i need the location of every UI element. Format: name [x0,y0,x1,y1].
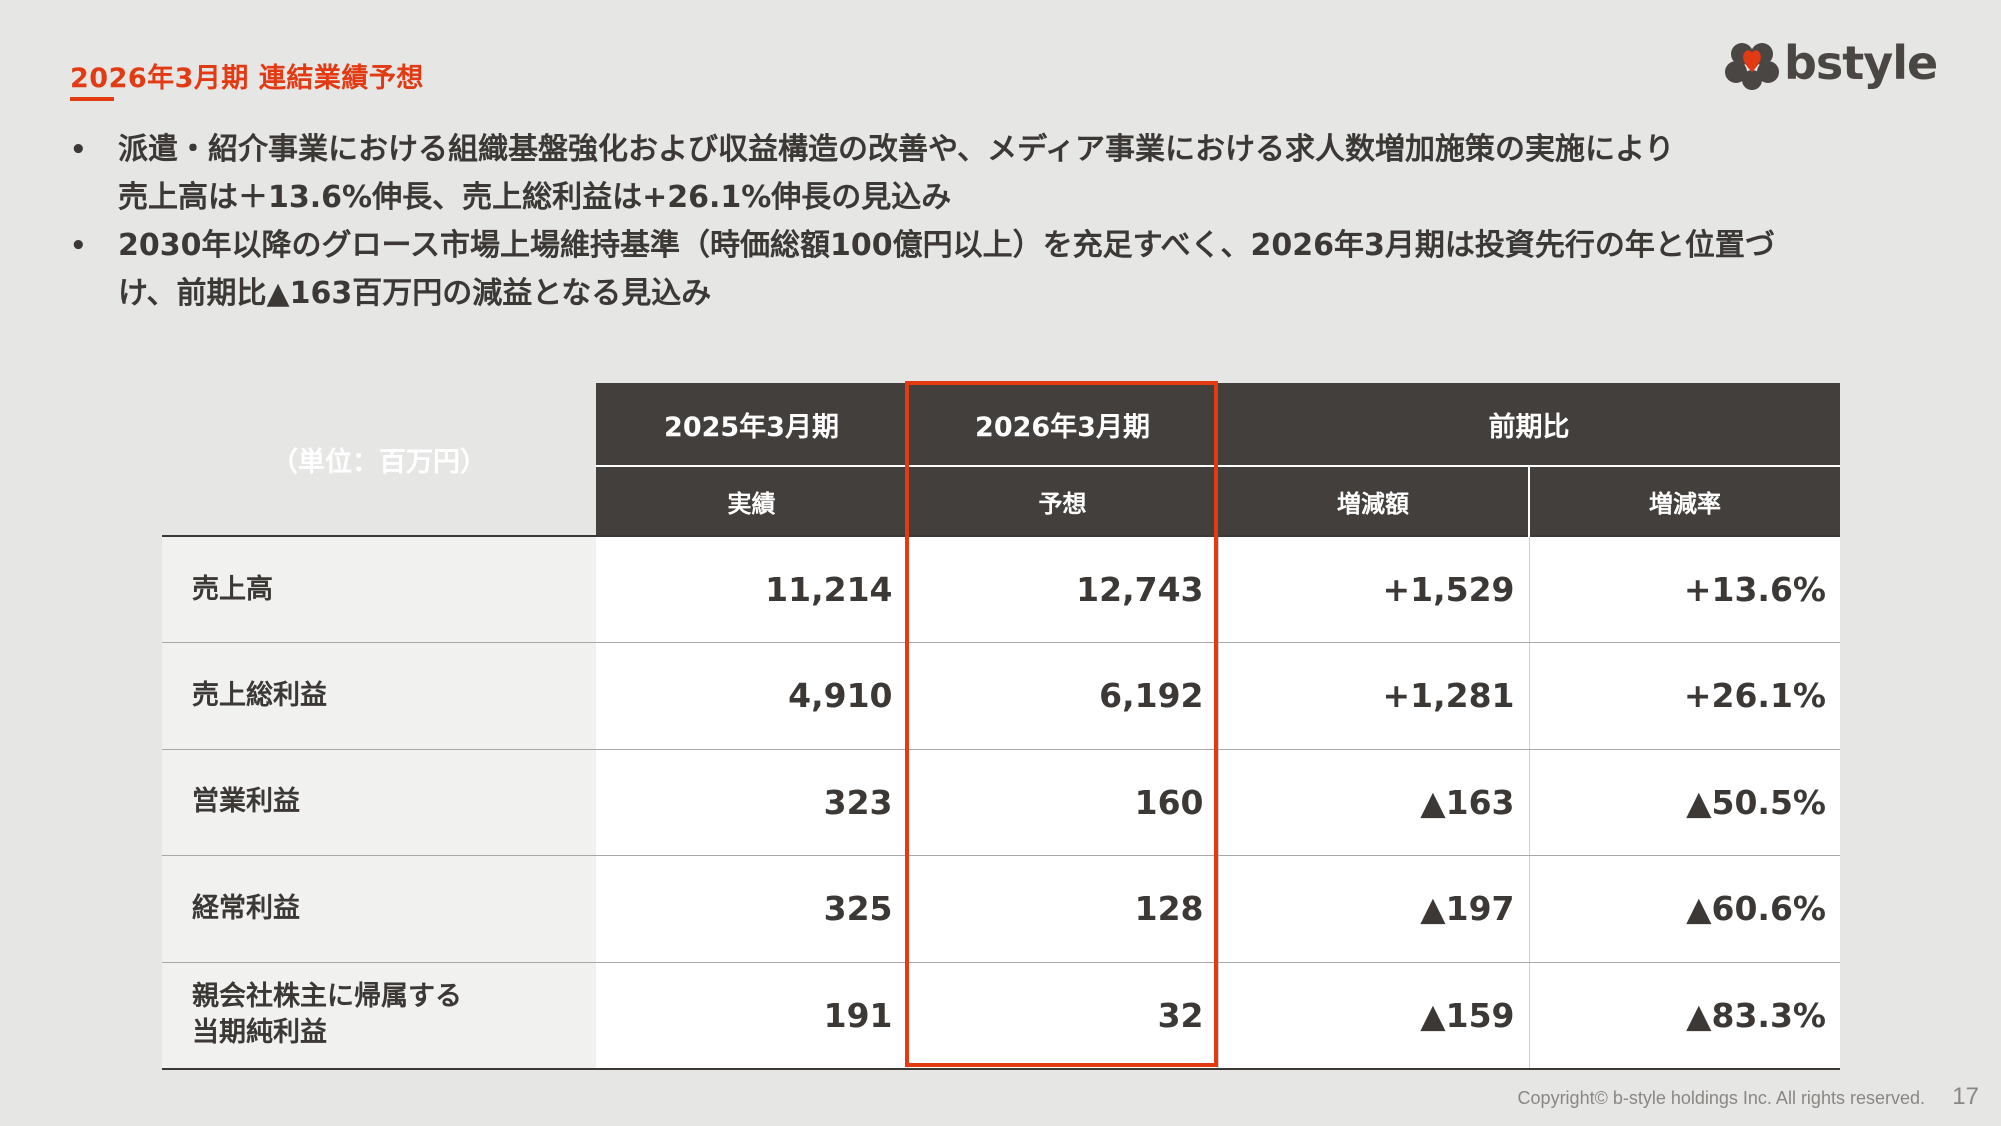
cell-forecast: 128 [906,855,1218,963]
table-row: 売上高 11,214 12,743 +1,529 +13.6% [162,535,1840,643]
bullet-dot: • [70,135,87,165]
bullet-item: • 派遣・紹介事業における組織基盤強化および収益構造の改善や、メディア事業におけ… [70,126,1950,222]
copyright-text: Copyright© b-style holdings Inc. All rig… [1517,1088,1925,1108]
forecast-table: （単位：百万円） 2025年3月期 2026年3月期 前期比 実績 予想 増減額… [162,383,1840,1070]
unit-label: （単位：百万円） [162,383,596,536]
company-logo: bstyle [1722,36,1938,96]
header-fy2026: 2026年3月期 [907,383,1218,466]
row-label: 経常利益 [162,855,596,963]
title-underline [70,97,114,101]
cell-rate: ▲50.5% [1528,749,1840,856]
cell-actual: 4,910 [596,642,907,750]
page-number: 17 [1952,1083,1979,1110]
header-fy2025: 2025年3月期 [596,383,907,466]
bullet-text-line: け、前期比▲163百万円の減益となる見込み [118,276,712,311]
row-label: 売上高 [162,535,596,643]
subheader-forecast: 予想 [907,465,1218,536]
table-row: 営業利益 323 160 ▲163 ▲50.5% [162,749,1840,856]
bullet-text-line: 派遣・紹介事業における組織基盤強化および収益構造の改善や、メディア事業における求… [118,132,1675,167]
bullet-item: • 2030年以降のグロース市場上場維持基準（時価総額100億円以上）を充足すべ… [70,222,1950,318]
subheader-actual: 実績 [596,465,907,536]
cell-forecast: 12,743 [906,535,1218,643]
row-label: 親会社株主に帰属する 当期純利益 [162,962,596,1070]
cell-rate: ▲60.6% [1528,855,1840,963]
bullet-text-line: 売上高は＋13.6%伸長、売上総利益は+26.1%伸長の見込み [118,180,952,215]
logo-wordmark: bstyle [1784,36,1938,90]
cell-change: +1,281 [1217,642,1529,750]
row-label: 営業利益 [162,749,596,856]
bullet-dot: • [70,231,87,261]
cell-actual: 11,214 [596,535,907,643]
bullet-text-line: 2030年以降のグロース市場上場維持基準（時価総額100億円以上）を充足すべく、… [118,228,1775,263]
subheader-change-rate: 増減率 [1528,465,1840,536]
table-row: 親会社株主に帰属する 当期純利益 191 32 ▲159 ▲83.3% [162,962,1840,1070]
cell-rate: ▲83.3% [1528,962,1840,1070]
cell-actual: 191 [596,962,907,1070]
cell-actual: 323 [596,749,907,856]
table-row: 売上総利益 4,910 6,192 +1,281 +26.1% [162,642,1840,750]
subheader-change-amount: 増減額 [1218,465,1529,536]
cell-forecast: 160 [906,749,1218,856]
cell-forecast: 6,192 [906,642,1218,750]
cell-actual: 325 [596,855,907,963]
table-row: 経常利益 325 128 ▲197 ▲60.6% [162,855,1840,963]
clover-heart-icon [1725,43,1779,90]
cell-change: ▲163 [1217,749,1529,856]
page-title: 2026年3月期 連結業績予想 [70,63,424,94]
summary-bullets: • 派遣・紹介事業における組織基盤強化および収益構造の改善や、メディア事業におけ… [70,126,1950,318]
cell-change: ▲197 [1217,855,1529,963]
cell-rate: +13.6% [1528,535,1840,643]
cell-rate: +26.1% [1528,642,1840,750]
cell-change: +1,529 [1217,535,1529,643]
cell-forecast: 32 [906,962,1218,1070]
header-yoy: 前期比 [1218,383,1840,466]
cell-change: ▲159 [1217,962,1529,1070]
row-label: 売上総利益 [162,642,596,750]
